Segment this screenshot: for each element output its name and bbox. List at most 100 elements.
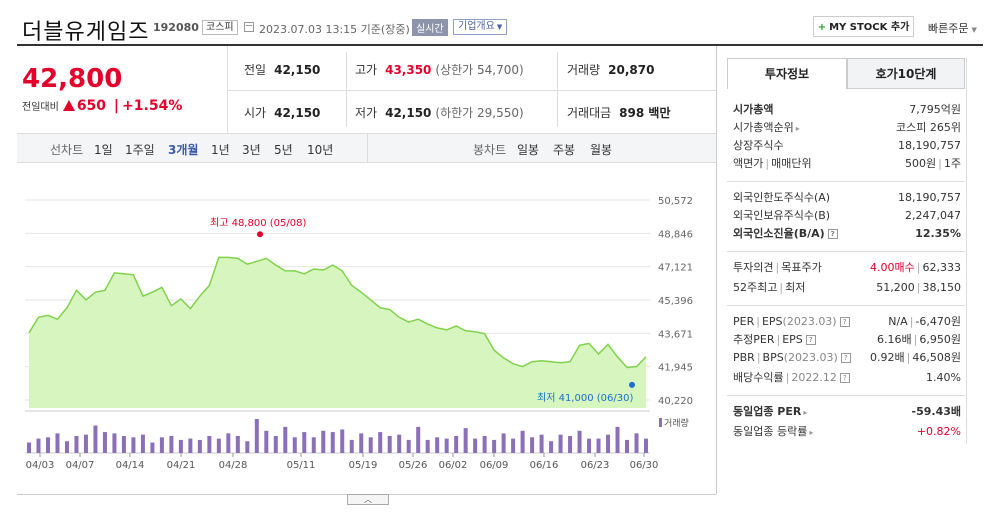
info-value: 1.40% — [926, 371, 961, 384]
tab-period-3y[interactable]: 3년 — [242, 143, 261, 157]
calendar-icon — [244, 22, 254, 32]
volume-bar — [501, 433, 506, 453]
current-price: 42,800 — [22, 64, 123, 94]
info-row: 외국인보유주식수(B) 2,247,047 — [733, 207, 961, 225]
info-value: 코스피 265위 — [896, 121, 961, 134]
info-value: N/A — [888, 315, 908, 328]
info-row: 외국인한도주식수(A) 18,190,757 — [733, 189, 961, 207]
tab-candle-daily[interactable]: 일봉 — [517, 143, 540, 157]
volume-bar — [283, 426, 288, 453]
info-value-2: 6,950원 — [919, 333, 961, 346]
up-triangle-icon — [62, 100, 75, 111]
mystock-add-button[interactable]: + MY STOCK 추가 — [813, 16, 914, 37]
chevron-down-icon: ▼ — [971, 26, 977, 34]
info-value: -59.43배 — [911, 405, 961, 418]
high-value: 43,350 — [385, 63, 432, 77]
info-row: 외국인소진율(B/A)? 12.35% — [733, 225, 961, 243]
chart-collapse-button[interactable]: ︿ — [347, 494, 389, 505]
chevron-right-icon: ▸ — [795, 124, 800, 133]
info-row: PER | EPS(2023.03)? N/A | -6,470원 — [733, 315, 961, 328]
low-label: 저가 — [355, 106, 378, 120]
help-icon[interactable]: ? — [805, 335, 816, 345]
tab-invest-info[interactable]: 투자정보 — [727, 58, 847, 89]
volume-bar — [425, 439, 430, 453]
y-tick-label: 40,220 — [658, 396, 693, 407]
info-key: 동일업종 PER — [733, 405, 802, 418]
x-tick-label: 06/23 — [581, 460, 610, 471]
info-value: 7,795억원 — [909, 103, 961, 116]
open-label: 시가 — [244, 106, 267, 120]
help-icon[interactable]: ? — [839, 373, 850, 383]
volume-bar — [520, 430, 525, 453]
info-row: 액면가 | 매매단위 500원 | 1주 — [733, 157, 961, 170]
min-marker — [629, 381, 635, 388]
y-tick-label: 45,396 — [658, 296, 693, 307]
chevron-right-icon: ▸ — [803, 408, 808, 417]
tab-candle-monthly[interactable]: 월봉 — [590, 143, 613, 157]
volume-bar — [45, 437, 50, 453]
help-icon[interactable]: ? — [840, 353, 851, 363]
info-row: 투자의견 | 목표주가 4.00매수 | 62,333 — [733, 261, 961, 274]
x-tick-label: 04/21 — [167, 460, 196, 471]
divider — [716, 46, 717, 494]
chevron-down-icon: ▼ — [496, 23, 503, 31]
corp-info-dropdown[interactable]: 기업개요 ▼ — [453, 19, 508, 35]
volume-bar — [416, 426, 421, 453]
amount-label: 거래대금 — [567, 106, 612, 120]
info-row: 상장주식수 18,190,757 — [733, 137, 961, 155]
tab-period-10y[interactable]: 10년 — [307, 143, 334, 157]
price-line — [28, 256, 647, 369]
x-tick-label: 05/26 — [399, 460, 428, 471]
volume-bar — [55, 433, 60, 453]
tab-order-book[interactable]: 호가10단계 — [847, 58, 965, 89]
quote-datetime: 2023.07.03 13:15 기준(장중) — [259, 23, 410, 36]
volume-bar — [539, 434, 544, 453]
x-tick-label: 04/14 — [116, 460, 145, 471]
mystock-label: MY STOCK 추가 — [829, 22, 910, 33]
open-cell: 시가 42,150 — [244, 104, 320, 121]
volume-bar — [454, 436, 459, 453]
volume-bar — [340, 429, 345, 453]
volume-bar — [625, 439, 630, 453]
tab-period-5y[interactable]: 5년 — [274, 143, 293, 157]
volume-bar — [102, 432, 107, 453]
volume-bar — [634, 433, 639, 453]
volume-bar — [159, 437, 164, 453]
volume-bar — [169, 436, 174, 453]
info-key: 외국인보유주식수(B) — [733, 209, 831, 222]
volume-bar — [511, 438, 516, 453]
low-cell: 저가 42,150 (하한가 29,550) — [355, 104, 524, 121]
info-row: 동일업종 등락률 ▸ +0.82% — [733, 423, 961, 441]
tab-period-3m[interactable]: 3개월 — [168, 143, 199, 157]
help-icon[interactable]: ? — [827, 229, 838, 239]
info-row: 배당수익률 | 2022.12? 1.40% — [733, 369, 961, 387]
volume-bar — [178, 439, 183, 453]
divider — [367, 134, 368, 162]
info-key: 시가총액 — [733, 103, 774, 116]
line-chart-label: 선차트 — [50, 143, 84, 157]
volume-bar — [207, 436, 212, 453]
price-chart[interactable]: 50,572 48,846 47,121 45,396 43,671 41,945 40,2… — [17, 178, 716, 478]
x-tick-label: 06/09 — [480, 460, 509, 471]
info-key: 액면가 — [733, 157, 764, 170]
quick-order-dropdown[interactable]: 빠른주문 ▼ — [928, 20, 977, 36]
info-key-3: (2023.03) — [783, 351, 838, 364]
tab-period-1y[interactable]: 1년 — [211, 143, 230, 157]
info-value: +0.82% — [916, 425, 961, 438]
info-value: 0.92배 — [870, 351, 905, 364]
tab-candle-weekly[interactable]: 주봉 — [553, 143, 576, 157]
volume-bar — [197, 439, 202, 453]
info-row: PBR | BPS(2023.03)? 0.92배 | 46,508원 — [733, 351, 961, 364]
volume-bar — [245, 441, 250, 453]
info-key-2: EPS — [761, 315, 783, 328]
tab-period-1d[interactable]: 1일 — [94, 143, 113, 157]
info-key: 동일업종 등락률 — [733, 425, 808, 438]
help-icon[interactable]: ? — [839, 317, 850, 327]
high-label: 고가 — [355, 63, 378, 77]
volume-bar — [406, 439, 411, 453]
plus-icon: + — [817, 22, 827, 33]
realtime-button[interactable]: 실시간 — [412, 19, 448, 36]
tab-period-1w[interactable]: 1주일 — [125, 143, 155, 157]
volume-bar — [64, 441, 69, 453]
change-percent: +1.54% — [122, 98, 183, 114]
